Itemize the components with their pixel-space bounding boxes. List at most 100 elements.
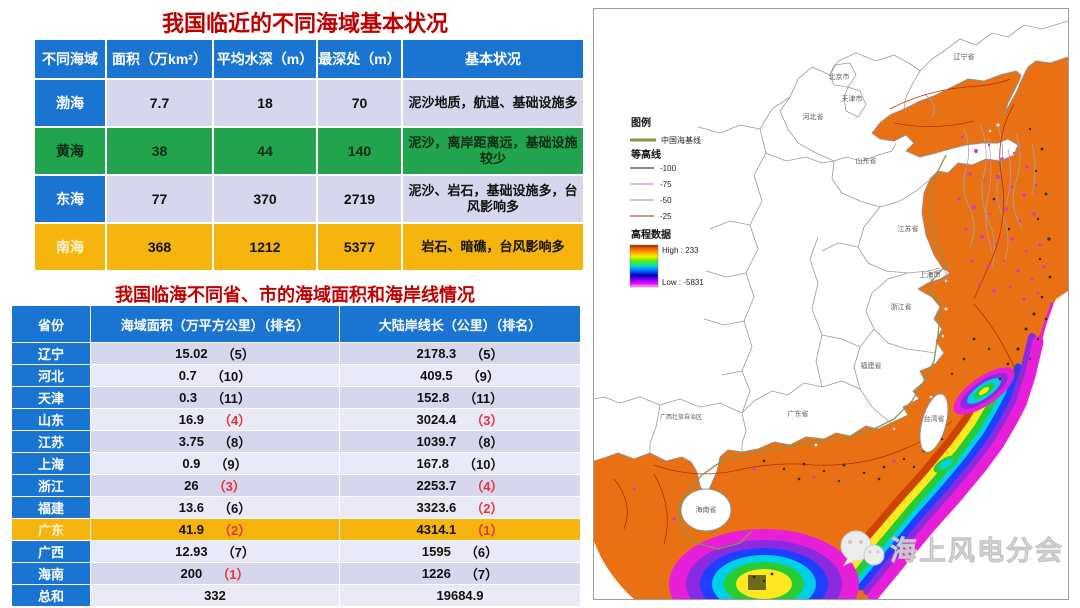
table-cell: 2253.7 （4） bbox=[340, 475, 580, 496]
column-header: 平均水深（m） bbox=[214, 40, 316, 78]
table-cell: 12.93 （7） bbox=[91, 541, 339, 562]
table-cell: 368 bbox=[107, 224, 212, 270]
table-cell: 2178.3 （5） bbox=[340, 343, 580, 364]
table-cell: 18 bbox=[214, 80, 316, 126]
table-cell: 5377 bbox=[318, 224, 401, 270]
coastal-map: 辽宁省 北京市 天津市 河北省 山东省 江苏省 上海市 浙江省 福建省 广东省 … bbox=[593, 8, 1069, 608]
province-name: 河北 bbox=[12, 365, 90, 386]
map-legend: 图例 中国海基线 等高线 -100 -75 -50 -25 高程数据 High … bbox=[629, 116, 704, 288]
table-cell: 77 bbox=[107, 176, 212, 222]
province-label: 天津市 bbox=[842, 94, 863, 103]
table-cell: 泥沙，离岸距离远，基础设施较少 bbox=[403, 128, 583, 174]
province-labels: 辽宁省 北京市 天津市 河北省 山东省 江苏省 上海市 浙江省 福建省 广东省 … bbox=[660, 52, 975, 514]
table-cell: 岩石、暗礁，台风影响多 bbox=[403, 224, 583, 270]
elevation-title: 高程数据 bbox=[631, 228, 671, 241]
table-cell: 3323.6 （2） bbox=[340, 497, 580, 518]
table-cell: 13.6 （6） bbox=[91, 497, 339, 518]
province-name: 江苏 bbox=[12, 431, 90, 452]
table-cell: 0.3 （11） bbox=[91, 387, 339, 408]
province-name: 天津 bbox=[12, 387, 90, 408]
table-cell: 0.7 （10） bbox=[91, 365, 339, 386]
table-cell: 3024.4 （3） bbox=[340, 409, 580, 430]
table-cell: 200 （1） bbox=[91, 563, 339, 584]
table-cell: 38 bbox=[107, 128, 212, 174]
province-label: 河北省 bbox=[803, 112, 824, 121]
sea-basics-table: 不同海域 面积（万km²） 平均水深（m） 最深处（m） 基本状况 渤海 7.7… bbox=[35, 40, 583, 270]
wechat-icon bbox=[840, 530, 885, 566]
province-name: 辽宁 bbox=[12, 343, 90, 364]
table-cell: 167.8 （10） bbox=[340, 453, 580, 474]
table-cell: 15.02 （5） bbox=[91, 343, 339, 364]
table-cell: 4314.1 （1） bbox=[340, 519, 580, 540]
province-label: 广东省 bbox=[788, 409, 809, 418]
sea-name: 渤海 bbox=[35, 80, 105, 126]
table-cell: 3.75 （8） bbox=[91, 431, 339, 452]
elevation-low-label: Low : -5831 bbox=[662, 278, 704, 287]
table-cell: 1226 （7） bbox=[340, 563, 580, 584]
table-cell: 2719 bbox=[318, 176, 401, 222]
table-cell: 1212 bbox=[214, 224, 316, 270]
table-cell: 泥沙地质，航道、基础设施多 bbox=[403, 80, 583, 126]
magenta-speckles bbox=[632, 135, 1046, 521]
province-label: 福建省 bbox=[861, 361, 882, 370]
hainan-island bbox=[680, 488, 732, 532]
province-name: 广东 bbox=[12, 519, 90, 540]
table-cell: 19684.9 bbox=[340, 585, 580, 606]
table-cell: 370 bbox=[214, 176, 316, 222]
legend-title: 图例 bbox=[631, 116, 651, 129]
elevation-colorbar bbox=[629, 244, 659, 288]
table-cell: 泥沙、岩石，基础设施多，台风影响多 bbox=[403, 176, 583, 222]
province-label: 辽宁省 bbox=[954, 52, 975, 61]
sea-name: 南海 bbox=[35, 224, 105, 270]
contour-label: -50 bbox=[660, 196, 672, 205]
province-name: 总和 bbox=[12, 585, 90, 606]
table-cell: 152.8 （11） bbox=[340, 387, 580, 408]
table-cell: 409.5 （9） bbox=[340, 365, 580, 386]
province-boundaries bbox=[593, 20, 1069, 454]
province-name: 上海 bbox=[12, 453, 90, 474]
province-label: 江苏省 bbox=[898, 224, 919, 233]
sea-name: 黄海 bbox=[35, 128, 105, 174]
province-label: 上海市 bbox=[920, 270, 941, 279]
gray-depth-contours bbox=[923, 93, 1036, 267]
baseline-label: 中国海基线 bbox=[661, 135, 701, 145]
table-cell: 140 bbox=[318, 128, 401, 174]
province-name: 浙江 bbox=[12, 475, 90, 496]
column-header: 不同海域 bbox=[35, 40, 105, 78]
table-cell: 332 bbox=[91, 585, 339, 606]
contour-title: 等高线 bbox=[631, 148, 661, 161]
table-cell: 7.7 bbox=[107, 80, 212, 126]
province-name: 广西 bbox=[12, 541, 90, 562]
table-cell: 26 （3） bbox=[91, 475, 339, 496]
table-cell: 1039.7 （8） bbox=[340, 431, 580, 452]
watermark: 海上风电分会 bbox=[840, 530, 1064, 566]
province-name: 山东 bbox=[12, 409, 90, 430]
province-label: 北京市 bbox=[829, 72, 850, 81]
coastline bbox=[593, 56, 1069, 497]
table-cell: 44 bbox=[214, 128, 316, 174]
column-header: 大陆岸线长（公里）（排名） bbox=[340, 306, 580, 342]
contour-label: -25 bbox=[660, 212, 672, 221]
province-label: 山东省 bbox=[856, 156, 877, 165]
province-label: 海南省 bbox=[696, 505, 717, 514]
table-cell: 16.9 （4） bbox=[91, 409, 339, 430]
contour-label: -100 bbox=[660, 164, 677, 173]
map-svg: 辽宁省 北京市 天津市 河北省 山东省 江苏省 上海市 浙江省 福建省 广东省 … bbox=[593, 20, 1069, 608]
column-header: 最深处（m） bbox=[318, 40, 401, 78]
table-cell: 70 bbox=[318, 80, 401, 126]
sea-table-title: 我国临近的不同海域基本状况 bbox=[161, 11, 448, 36]
watermark-text: 海上风电分会 bbox=[890, 536, 1064, 566]
column-header: 面积（万km²） bbox=[107, 40, 212, 78]
table-cell: 0.9 （9） bbox=[91, 453, 339, 474]
column-header: 海域面积（万平方公里）（排名） bbox=[91, 306, 339, 342]
islands bbox=[680, 123, 1000, 532]
sea-baseline-line bbox=[677, 154, 947, 550]
province-name: 福建 bbox=[12, 497, 90, 518]
red-depth-contours bbox=[613, 78, 1021, 545]
contour-label: -75 bbox=[660, 180, 672, 189]
column-header: 省份 bbox=[12, 306, 90, 342]
province-name: 海南 bbox=[12, 563, 90, 584]
province-coastline-table: 省份 海域面积（万平方公里）（排名） 大陆岸线长（公里）（排名） 辽宁 15.0… bbox=[12, 306, 580, 606]
province-label: 台湾省 bbox=[924, 414, 945, 423]
column-header: 基本状况 bbox=[403, 40, 583, 78]
